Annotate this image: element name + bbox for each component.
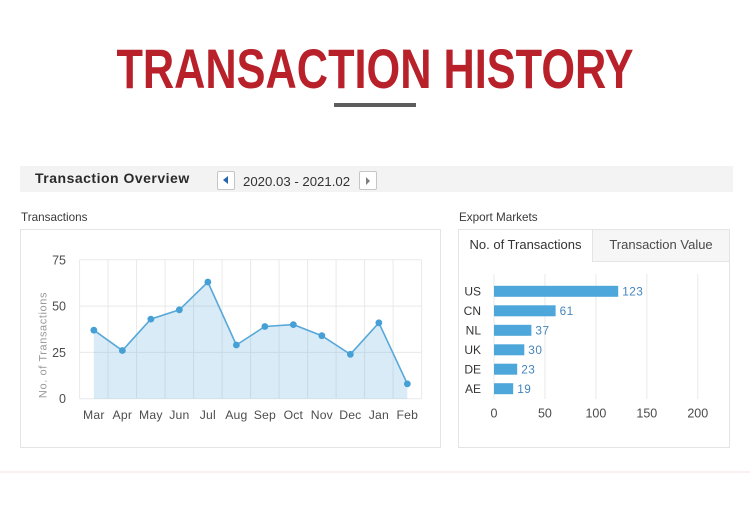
svg-text:23: 23	[521, 362, 535, 376]
svg-text:Jan: Jan	[369, 408, 389, 422]
svg-text:CN: CN	[464, 304, 481, 318]
svg-text:19: 19	[517, 382, 531, 396]
svg-text:Sep: Sep	[254, 408, 276, 422]
svg-text:Jun: Jun	[169, 408, 189, 422]
svg-text:May: May	[139, 408, 163, 422]
svg-text:Dec: Dec	[339, 408, 361, 422]
svg-text:DE: DE	[464, 362, 481, 376]
svg-text:123: 123	[622, 285, 643, 299]
svg-text:37: 37	[535, 324, 549, 338]
svg-text:No. of Transactions: No. of Transactions	[37, 292, 49, 398]
svg-text:150: 150	[636, 407, 657, 421]
svg-text:25: 25	[52, 346, 66, 360]
svg-text:Apr: Apr	[113, 408, 133, 422]
svg-text:0: 0	[491, 407, 498, 421]
svg-text:100: 100	[585, 407, 606, 421]
svg-text:0: 0	[59, 392, 66, 406]
svg-text:Feb: Feb	[397, 408, 419, 422]
svg-text:50: 50	[538, 407, 552, 421]
svg-text:Nov: Nov	[311, 408, 334, 422]
svg-text:AE: AE	[465, 382, 481, 396]
svg-text:Oct: Oct	[284, 408, 304, 422]
svg-text:200: 200	[687, 407, 708, 421]
svg-text:US: US	[464, 285, 481, 299]
svg-text:Aug: Aug	[225, 408, 247, 422]
svg-text:Mar: Mar	[83, 408, 105, 422]
svg-text:Jul: Jul	[200, 408, 216, 422]
svg-text:50: 50	[52, 300, 66, 314]
svg-text:UK: UK	[464, 343, 481, 357]
svg-text:61: 61	[560, 304, 574, 318]
svg-text:NL: NL	[466, 324, 482, 338]
svg-text:75: 75	[52, 253, 66, 267]
svg-text:30: 30	[528, 343, 542, 357]
